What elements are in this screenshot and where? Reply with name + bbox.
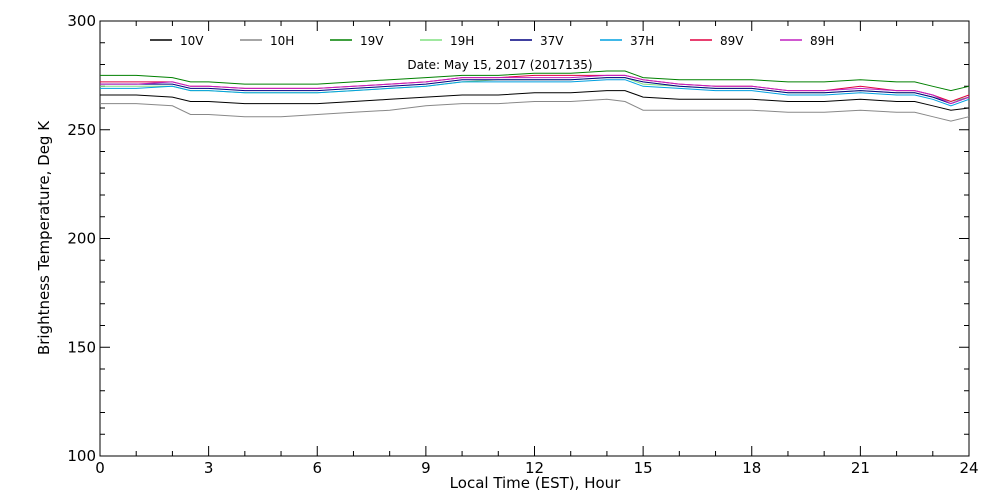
x-tick-label: 3 [204,459,214,477]
y-tick-label: 300 [67,12,96,30]
legend-label-37h: 37H [630,34,654,48]
x-tick-label: 15 [634,459,653,477]
y-tick-label: 250 [67,121,96,139]
legend-label-37v: 37V [540,34,564,48]
y-axis-label: Brightness Temperature, Deg K [35,120,53,355]
x-tick-label: 6 [312,459,322,477]
x-tick-label: 12 [525,459,544,477]
y-tick-label: 100 [67,447,96,465]
x-tick-label: 0 [95,459,105,477]
legend-label-89h: 89H [810,34,834,48]
date-annotation: Date: May 15, 2017 (2017135) [407,58,592,72]
series-lines [100,70,970,122]
x-axis-ticks: 0 3 6 9 12 15 18 21 24 [95,21,979,477]
legend-label-19v: 19V [360,34,384,48]
y-tick-label: 200 [67,230,96,248]
legend-label-89v: 89V [720,34,744,48]
x-axis-label: Local Time (EST), Hour [450,474,621,492]
y-axis-ticks: 100 150 200 250 300 [67,12,969,465]
x-tick-label: 18 [742,459,761,477]
series-line-10v [100,90,970,111]
series-line-37h [100,79,970,107]
series-line-10h [100,98,970,122]
legend-label-19h: 19H [450,34,474,48]
x-tick-label: 24 [959,459,978,477]
series-line-89h [100,74,970,105]
plot-frame [99,20,970,457]
x-tick-label: 9 [421,459,431,477]
legend-label-10h: 10H [270,34,294,48]
series-line-19v [100,70,970,92]
series-line-37v [100,77,970,105]
legend-label-10v: 10V [180,34,204,48]
legend: 10V 10H 19V 19H 37V 37H 89V 89H [150,34,834,48]
y-tick-label: 150 [67,338,96,356]
x-tick-label: 21 [851,459,870,477]
